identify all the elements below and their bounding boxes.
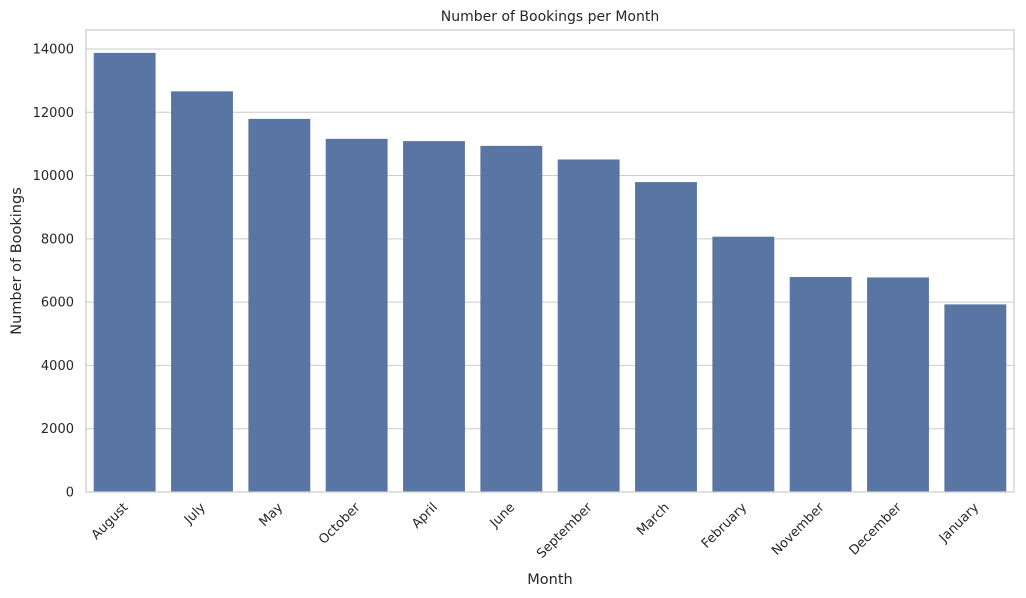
bar-april bbox=[403, 141, 465, 492]
x-tick-label: November bbox=[769, 500, 828, 559]
bar-october bbox=[325, 138, 388, 492]
y-axis-label: Number of Bookings bbox=[9, 187, 25, 335]
x-tick-label: August bbox=[89, 500, 132, 543]
bar-november bbox=[789, 277, 852, 492]
y-tick-label: 0 bbox=[66, 486, 74, 501]
y-tick-label: 8000 bbox=[41, 232, 74, 247]
x-tick-label: March bbox=[634, 500, 673, 539]
bar-march bbox=[635, 182, 697, 493]
y-tick-label: 12000 bbox=[33, 106, 74, 121]
y-tick-label: 10000 bbox=[33, 169, 74, 184]
bar-february bbox=[712, 236, 775, 492]
x-axis-label: Month bbox=[527, 572, 572, 588]
x-tick-label: October bbox=[316, 500, 364, 548]
y-axis-ticks: 0 2000 4000 6000 8000 10000 12000 14000 bbox=[33, 42, 74, 500]
bar-january bbox=[944, 304, 1007, 492]
x-tick-label: January bbox=[936, 500, 982, 546]
x-tick-label: July bbox=[181, 500, 209, 528]
x-tick-label: April bbox=[409, 500, 441, 532]
bar-may bbox=[248, 118, 311, 492]
y-tick-label: 14000 bbox=[33, 42, 74, 57]
bar-august bbox=[93, 52, 156, 493]
chart-title: Number of Bookings per Month bbox=[441, 9, 659, 25]
y-tick-label: 6000 bbox=[41, 296, 74, 311]
x-axis-ticks: August July May October April June September Ma… bbox=[89, 500, 983, 562]
bar-september bbox=[557, 159, 620, 492]
gridlines bbox=[86, 48, 1014, 430]
bar-december bbox=[867, 277, 929, 492]
x-tick-label: September bbox=[534, 500, 596, 562]
x-tick-label: June bbox=[487, 500, 518, 531]
x-tick-label: May bbox=[257, 500, 287, 530]
plot-frame bbox=[85, 29, 1015, 493]
plot-frame-rect bbox=[85, 29, 1015, 493]
x-tick-label: December bbox=[847, 500, 906, 559]
y-tick-label: 2000 bbox=[41, 422, 74, 437]
bars bbox=[93, 52, 1007, 493]
bar-july bbox=[171, 91, 233, 493]
y-tick-label: 4000 bbox=[41, 359, 74, 374]
bar-june bbox=[480, 145, 543, 492]
x-tick-label: February bbox=[699, 500, 751, 552]
